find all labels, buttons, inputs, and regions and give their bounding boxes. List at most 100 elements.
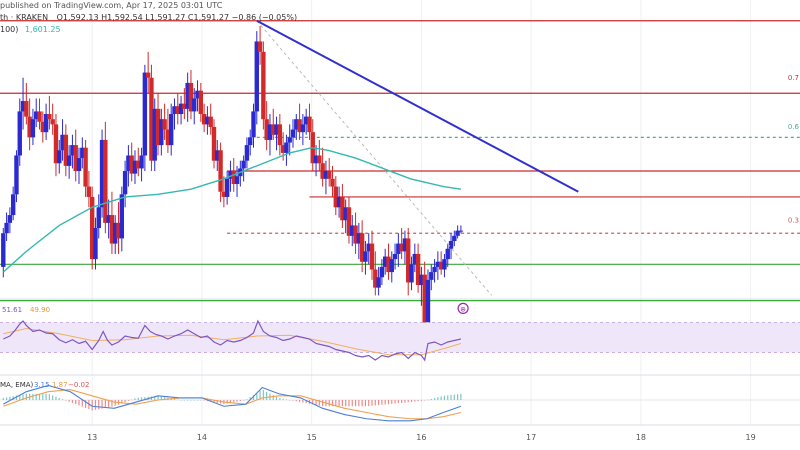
macd-histogram-bar [318,400,320,406]
macd-histogram-bar [351,400,353,407]
candle-down [257,41,263,52]
macd-histogram-bar [391,400,393,404]
macd-histogram-bar [424,400,426,401]
candle-down [155,108,161,146]
macd-histogram-bar [364,400,367,407]
macd-histogram-bar [114,400,116,406]
macd-histogram-bar [414,400,416,402]
rsi-signal-label: 49.90 [30,306,50,314]
ohlc-readout: O1,592.13 H1,592.54 L1,591.27 C1,591.27 … [56,13,298,22]
x-tick-label: 14 [197,433,207,442]
macd-histogram-bar [420,400,422,401]
fib-diagonal [256,20,493,296]
candle-down [103,139,108,223]
fib-label: 0.7 [788,74,799,82]
candle-down [208,116,213,127]
x-tick-label: 13 [87,433,97,442]
candle-down [399,243,404,252]
macd-histogram-bar [203,400,205,401]
macd-histogram-bar [358,400,360,407]
candle-up [356,233,362,244]
candle-down [109,215,115,244]
candle-up [376,277,381,288]
macd-histogram-bar [239,400,241,402]
candle-up [132,160,138,174]
macd-histogram-bar [289,400,291,401]
candle-up [458,230,464,232]
macd-histogram-bar [381,400,383,405]
macd-histogram-bar [45,393,47,400]
published-label: published on TradingView.com, Apr 17, 20… [0,1,223,10]
candle-down [317,155,322,164]
candle-up [323,171,329,179]
candle-down [86,186,92,197]
macd-histogram-bar [249,397,251,400]
macd-histogram-bar [348,400,350,407]
macd-line [3,384,462,422]
candle-up [205,116,210,125]
macd-histogram-bar [75,400,77,405]
candle-down [145,72,151,78]
macd-histogram-bar [322,400,324,407]
macd-histogram-bar [12,396,14,400]
macd-histogram-bar [42,393,44,400]
candle-up [284,142,289,153]
candle-down [231,171,236,184]
macd-histogram-bar [140,397,143,400]
macd-histogram-bar [338,400,340,407]
candle-down [188,82,194,112]
candle-up [17,111,22,156]
macd-histogram-bar [127,400,129,401]
alert-icon [457,302,469,314]
fib-label: 0.6 [788,123,800,131]
candle-up [435,261,441,267]
candle-up [93,228,98,260]
grid [0,0,800,426]
candle-down [182,103,187,109]
macd-histogram-bar [164,397,166,400]
candle-down [307,116,312,133]
candle-up [139,155,144,169]
candle-down [63,134,69,166]
macd-histogram-bar [401,400,403,403]
candle-down [149,77,154,161]
macd-histogram-bar [101,400,103,409]
candle-down [438,261,444,270]
candle-down [53,124,59,164]
macd-histogram-bar [252,395,255,400]
candle-up [99,139,105,208]
candle-down [422,274,427,332]
candle-up [382,256,388,267]
candle-up [287,137,292,143]
macd-histogram-bar [328,400,330,407]
candle-up [389,259,394,273]
candle-down [221,191,227,197]
macd-histogram-bar [180,400,182,401]
candle-up [14,155,19,195]
macd-histogram-bar [233,400,235,403]
candle-up [267,124,273,140]
candle-down [353,225,358,244]
macd-histogram-bar [368,400,370,407]
macd-histogram-bar [111,400,113,407]
macd-histogram-bar [177,399,179,401]
candle-up [20,101,26,112]
macd-histogram-bar [256,393,258,400]
candle-up [251,111,256,138]
candle-down [271,124,276,135]
candle-up [96,207,101,229]
macd-histogram-bar [312,400,314,405]
candle-down [320,163,325,179]
candle-up [336,196,342,208]
macd-histogram-bar [374,400,376,406]
macd-histogram-bar [361,400,363,407]
rsi-pane: 51.61 49.90 [0,306,800,362]
macd-histogram-bar [81,400,83,407]
macd-histogram-bar [200,400,202,401]
macd-histogram-bar [19,394,21,400]
macd-histogram-bar [259,390,261,400]
macd-histogram-bar [437,397,439,400]
macd-histogram-bar [98,400,100,410]
macd-histogram-bar [378,400,380,406]
